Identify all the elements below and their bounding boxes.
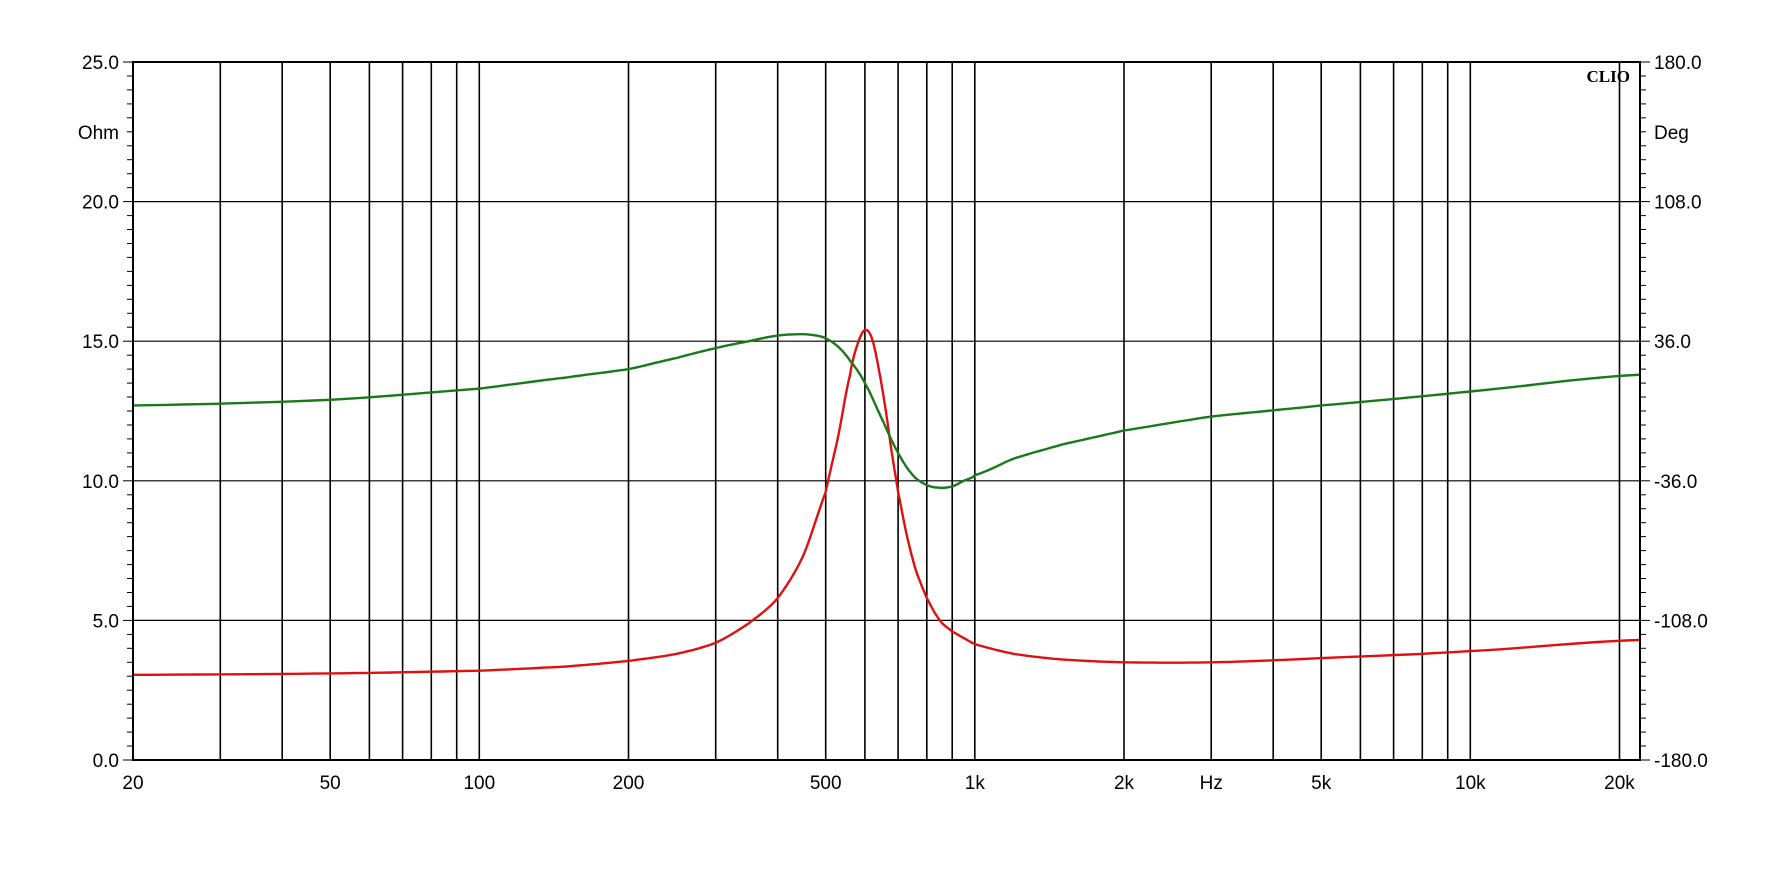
right-axis-unit: Deg bbox=[1654, 123, 1689, 144]
x-tick-label: 10k bbox=[1455, 773, 1486, 794]
x-tick-label: 50 bbox=[320, 773, 341, 794]
right-tick-label: 36.0 bbox=[1654, 332, 1691, 353]
plot-frame bbox=[132, 61, 1641, 761]
x-tick-label: 2k bbox=[1114, 773, 1135, 794]
label-layer: 0.0 5.0 10.0 15.0 20.0 25.0 -180.0 -108.0 -36.0 3… bbox=[78, 53, 1708, 794]
left-tick-label: 5.0 bbox=[93, 611, 119, 632]
right-tick-label: -36.0 bbox=[1654, 472, 1697, 493]
x-tick-label: 100 bbox=[463, 773, 495, 794]
x-tick-label: 20k bbox=[1604, 773, 1635, 794]
left-tick-label: 25.0 bbox=[82, 53, 119, 74]
right-tick-label: 108.0 bbox=[1654, 193, 1702, 214]
impedance-series-line bbox=[133, 328, 1641, 676]
brand-label: CLIO bbox=[1587, 67, 1630, 86]
left-tick-label: 0.0 bbox=[93, 751, 119, 772]
x-tick-label: 1k bbox=[965, 773, 986, 794]
x-tick-label: 500 bbox=[810, 773, 842, 794]
right-tick-label: -180.0 bbox=[1654, 751, 1708, 772]
frame-layer bbox=[123, 61, 1650, 761]
left-axis-unit: Ohm bbox=[78, 123, 119, 144]
left-tick-label: 20.0 bbox=[82, 193, 119, 214]
x-tick-label: 5k bbox=[1311, 773, 1332, 794]
x-tick-label: 200 bbox=[613, 773, 645, 794]
left-tick-label: 10.0 bbox=[82, 472, 119, 493]
x-tick-label: 20 bbox=[122, 773, 143, 794]
phase-series-line bbox=[132, 333, 1641, 489]
series-layer bbox=[132, 328, 1641, 676]
x-axis-unit: Hz bbox=[1200, 773, 1223, 794]
left-tick-label: 15.0 bbox=[82, 332, 119, 353]
right-tick-label: -108.0 bbox=[1654, 611, 1708, 632]
right-tick-label: 180.0 bbox=[1654, 53, 1702, 74]
